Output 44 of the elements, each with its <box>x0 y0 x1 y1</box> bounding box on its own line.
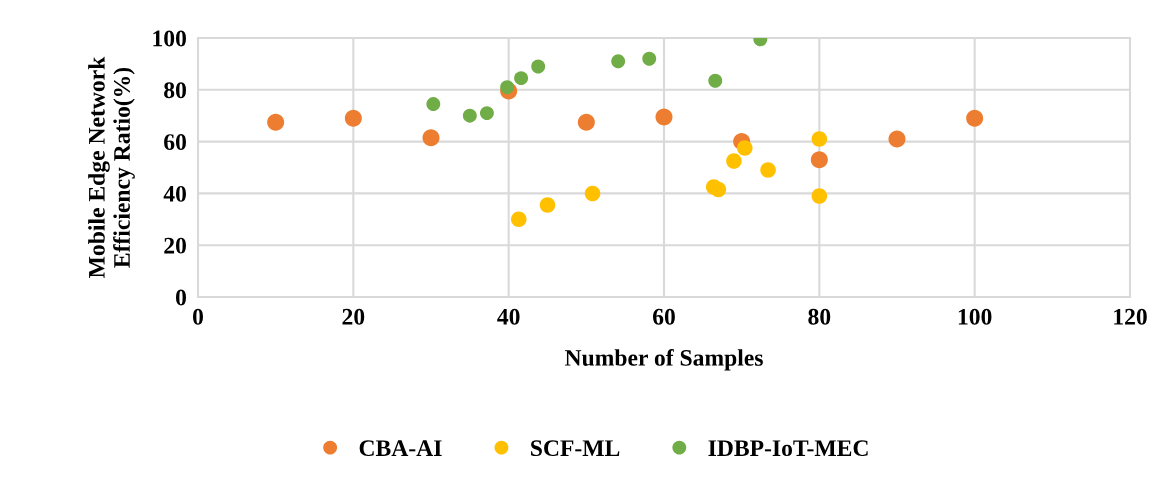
point <box>726 153 742 169</box>
point <box>737 140 753 156</box>
y-tick-label: 0 <box>175 289 186 306</box>
point <box>811 131 828 147</box>
point <box>708 73 723 88</box>
point <box>426 97 441 111</box>
y-tick-label: 40 <box>163 185 186 202</box>
point <box>966 109 984 127</box>
y-tick-label: 20 <box>164 237 186 254</box>
x-tick-label: 20 <box>342 308 365 325</box>
point <box>810 151 828 169</box>
y-tick-label: 80 <box>164 82 186 99</box>
x-tick-label: 40 <box>497 308 520 325</box>
point <box>577 113 595 131</box>
x-tick-label: 80 <box>808 308 831 325</box>
point <box>267 113 285 131</box>
point <box>539 197 556 213</box>
point <box>422 129 440 147</box>
point <box>531 59 546 74</box>
x-tick-label: 120 <box>1114 308 1147 325</box>
legend-label: SCF-ML <box>531 440 620 457</box>
x-tick-label: 60 <box>653 308 675 325</box>
point <box>811 188 828 204</box>
point <box>760 162 776 178</box>
y-tick-label: 60 <box>164 134 186 151</box>
point <box>462 108 477 123</box>
y-tick-label: 100 <box>153 30 186 47</box>
legend-label: CBA-AI <box>359 440 442 457</box>
point <box>479 106 494 121</box>
point <box>584 185 601 202</box>
legend-label: IDBP-IoT-MEC <box>708 440 868 457</box>
x-axis-title: Number of Samples <box>564 348 763 371</box>
point <box>344 109 362 127</box>
point <box>500 80 515 95</box>
y-axis-title: Mobile Edge Network Efficiency Ratio(%) <box>88 56 135 278</box>
point <box>642 51 657 66</box>
x-tick-label: 100 <box>958 308 992 325</box>
point <box>710 181 727 198</box>
point <box>888 130 906 148</box>
point <box>655 108 673 126</box>
x-tick-label: 0 <box>193 308 203 325</box>
point <box>611 54 626 69</box>
point <box>511 211 527 228</box>
point <box>514 71 529 86</box>
